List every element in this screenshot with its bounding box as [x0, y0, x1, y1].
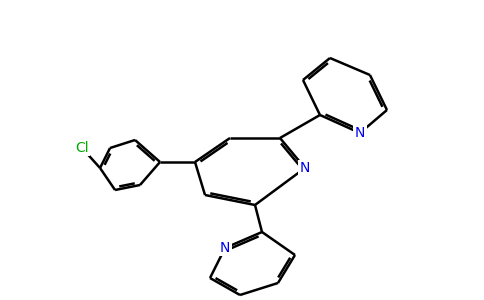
Text: N: N [355, 126, 365, 140]
Text: Cl: Cl [75, 141, 89, 155]
Text: N: N [300, 161, 310, 175]
Text: N: N [220, 241, 230, 255]
